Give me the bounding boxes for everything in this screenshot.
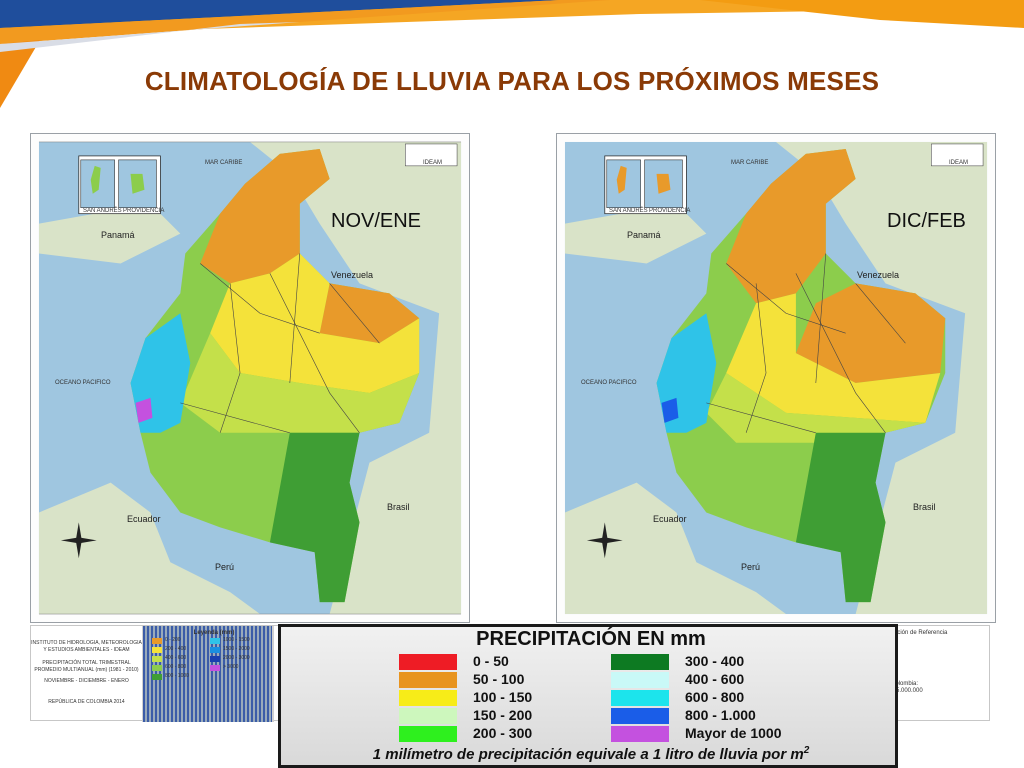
period-label: NOV/ENE (331, 210, 422, 232)
mini-legend-label: 2000 - 3000 (223, 655, 250, 661)
legend-label: 300 - 400 (685, 653, 745, 669)
label-mar-caribe: MAR CARIBE (731, 160, 769, 166)
mini-legend-swatch (152, 647, 162, 653)
label-oceano-pacifico: OCEANO PACIFICO (55, 380, 111, 386)
label-brasil: Brasil (913, 502, 936, 512)
label-panama: Panamá (101, 230, 135, 240)
label-providencia: PROVIDENCIA (649, 208, 691, 214)
label-panama: Panamá (627, 230, 661, 240)
label-peru: Perú (215, 562, 235, 572)
mini-legend-swatch (152, 665, 162, 671)
mini-legend-item: 400 - 600 (152, 655, 208, 663)
mini-legend-label: 1000 - 1500 (223, 637, 250, 643)
scale-value: 1:5.000.000 (891, 688, 923, 694)
label-ecuador: Ecuador (653, 514, 687, 524)
institute-text: INSTITUTO DE HIDROLOGIA, METEOROLOGIA Y … (31, 640, 142, 653)
mini-legend-label: 600 - 800 (165, 664, 187, 670)
mini-legend-label: 400 - 600 (165, 655, 187, 661)
legend-mini-block (273, 626, 274, 722)
legend-label: 400 - 600 (685, 671, 745, 687)
mini-legend-item: 600 - 800 (152, 664, 208, 672)
label-san-andres: SAN ANDRÉS (609, 208, 648, 214)
legend-swatch (399, 672, 457, 688)
legend-swatch (399, 726, 457, 742)
legend-swatch (399, 690, 457, 706)
label-peru: Perú (741, 562, 761, 572)
legend-note-superscript: 2 (803, 745, 810, 756)
mini-legend-title: Leyenda (mm) (193, 630, 235, 636)
colombia-precipitation-map (31, 134, 469, 622)
reference-block: cación de Referencia Colombia: 1:5.000.0… (891, 630, 987, 695)
colombia-precipitation-map (557, 134, 995, 622)
ideam-logo: IDEAM (949, 160, 969, 166)
legend-note: 1 milímetro de precipitación equivale a … (281, 745, 901, 763)
mini-legend-item: > 3000 (210, 664, 266, 672)
legend-note-text: 1 milímetro de precipitación equivale a … (372, 746, 804, 763)
slide-title: CLIMATOLOGÍA DE LLUVIA PARA LOS PRÓXIMOS… (144, 66, 880, 96)
map-title-block: INSTITUTO DE HIDROLOGIA, METEOROLOGIA Y … (31, 626, 143, 722)
label-venezuela: Venezuela (331, 270, 374, 280)
legend-swatch (611, 708, 669, 724)
mini-legend-label: 0 - 200 (165, 637, 181, 643)
map-panel-nov-ene: NOV/ENE Panamá Venezuela Ecuador Perú Br… (30, 133, 470, 623)
legend-swatch (399, 654, 457, 670)
period-label: DIC/FEB (887, 210, 966, 232)
mini-legend-swatch (210, 665, 220, 671)
legend-swatch (399, 708, 457, 724)
label-oceano-pacifico: OCEANO PACIFICO (581, 380, 637, 386)
mini-legend-swatch (152, 638, 162, 644)
map-panel-dic-feb: DIC/FEB Panamá Venezuela Ecuador Perú Br… (556, 133, 996, 623)
ideam-logo: IDEAM (423, 160, 443, 166)
mini-legend: Leyenda (mm) 0 - 200 200 - 400 400 - 600 60… (152, 630, 276, 690)
legend-label: 600 - 800 (685, 689, 745, 705)
mini-legend-label: 1500 - 2000 (223, 646, 250, 652)
mini-legend-label: > 3000 (223, 664, 239, 670)
mini-legend-swatch (210, 638, 220, 644)
mini-legend-item: 200 - 400 (152, 646, 208, 654)
scale-label: Colombia: (891, 681, 919, 687)
legend-label: 100 - 150 (473, 689, 533, 705)
mini-legend-item: 0 - 200 (152, 637, 208, 645)
label-mar-caribe: MAR CARIBE (205, 160, 243, 166)
mini-legend-swatch (152, 656, 162, 662)
mini-legend-item: 2000 - 3000 (210, 655, 266, 663)
legend-swatch (611, 672, 669, 688)
mini-legend-swatch (210, 647, 220, 653)
legend-label: Mayor de 1000 (685, 725, 782, 741)
label-providencia: PROVIDENCIA (123, 208, 165, 214)
country-text: REPÚBLICA DE COLOMBIA 2014 (48, 699, 125, 705)
legend-label: 0 - 50 (473, 653, 509, 669)
top-decorative-band (0, 0, 1024, 108)
map-thumbnail (143, 626, 273, 722)
mini-legend-item: 800 - 1000 (152, 673, 208, 681)
mini-legend-items: 0 - 200 200 - 400 400 - 600 600 - 800 800 - … (152, 637, 276, 687)
legend-label: 50 - 100 (473, 671, 525, 687)
label-san-andres: SAN ANDRÉS (83, 208, 122, 214)
legend-swatch (611, 726, 669, 742)
mini-legend-label: 800 - 1000 (165, 673, 189, 679)
legend-label: 800 - 1.000 (685, 707, 756, 723)
label-ecuador: Ecuador (127, 514, 161, 524)
label-brasil: Brasil (387, 502, 410, 512)
mini-legend-item: 1500 - 2000 (210, 646, 266, 654)
legend-title: PRECIPITACIÓN EN mm (476, 628, 706, 650)
legend-label: 200 - 300 (473, 725, 533, 741)
mini-legend-swatch (210, 656, 220, 662)
mini-legend-swatch (152, 674, 162, 680)
product-text: PRECIPITACIÓN TOTAL TRIMESTRAL PROMEDIO … (34, 660, 139, 673)
mini-legend-label: 200 - 400 (165, 646, 187, 652)
legend-swatch (611, 654, 669, 670)
mini-legend-item: 1000 - 1500 (210, 637, 266, 645)
label-venezuela: Venezuela (857, 270, 900, 280)
legend-swatch (611, 690, 669, 706)
months-text: NOVIEMBRE - DICIEMBRE - ENERO (44, 678, 129, 684)
legend-label: 150 - 200 (473, 707, 533, 723)
reference-title: cación de Referencia (891, 630, 948, 636)
precipitation-legend: PRECIPITACIÓN EN mm 0 - 50 50 - 100 100 - … (278, 624, 898, 768)
